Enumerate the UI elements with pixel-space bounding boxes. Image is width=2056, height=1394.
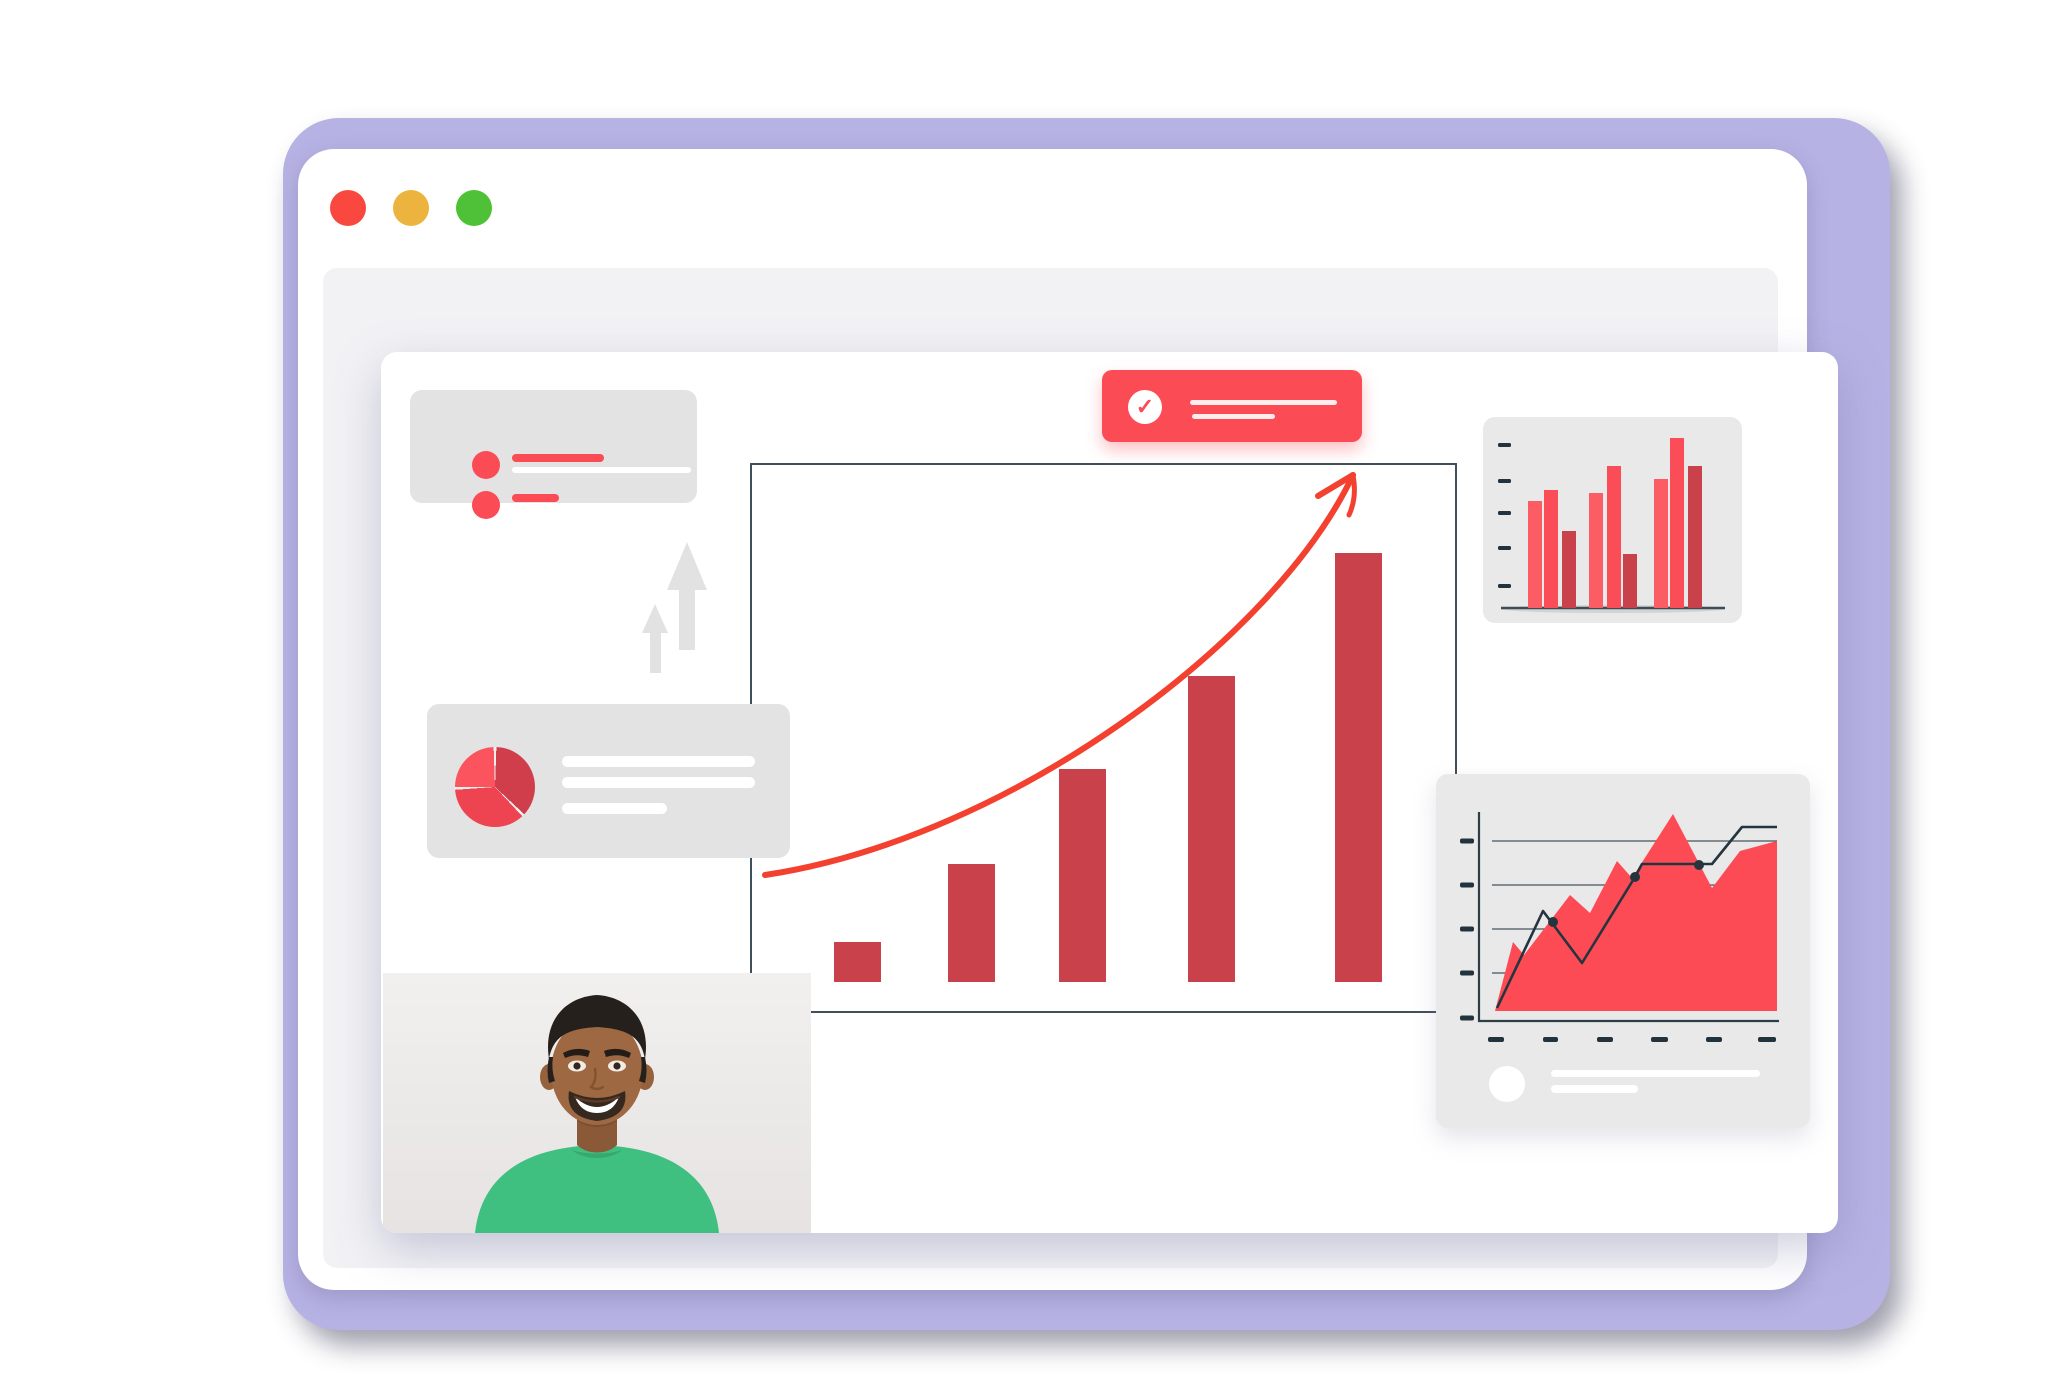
green-shirt <box>475 1145 719 1233</box>
eyebrow-right <box>604 1048 631 1058</box>
shirt-collar <box>571 1149 623 1158</box>
list-line-red <box>512 454 604 462</box>
axis-tick <box>1460 838 1474 844</box>
list-card <box>410 390 697 519</box>
growth-chart-box <box>750 463 1457 1013</box>
area-shape <box>1495 814 1777 1011</box>
grouped-bar <box>1589 493 1603 608</box>
x-label-dash <box>1758 1037 1776 1042</box>
x-label-dash <box>1706 1037 1722 1042</box>
legend-line <box>1551 1070 1760 1077</box>
badge-line <box>1190 400 1337 405</box>
sideburn-left <box>547 1057 555 1083</box>
iris-left <box>573 1062 581 1070</box>
axis-tick <box>1460 882 1474 888</box>
grouped-bar-chart <box>1498 438 1725 613</box>
list-line-white <box>512 467 691 473</box>
list-line-white <box>512 507 691 513</box>
data-point <box>1694 860 1704 870</box>
traffic-light-maximize-button[interactable] <box>456 190 492 226</box>
up-arrow-small-icon <box>642 604 668 673</box>
chart-bar <box>1188 676 1235 982</box>
axis-tick <box>1460 926 1474 932</box>
badge-line <box>1192 414 1275 419</box>
chart-bar <box>1059 769 1106 982</box>
axis-tick <box>1498 546 1511 550</box>
profile-photo <box>383 973 811 1233</box>
grouped-bar <box>1623 554 1637 608</box>
upper-lip <box>573 1095 621 1103</box>
data-point <box>1630 872 1640 882</box>
axis-tick <box>1498 584 1511 588</box>
axis-tick <box>1498 479 1511 483</box>
x-label-dash <box>1651 1037 1668 1042</box>
grouped-bar <box>1607 466 1621 608</box>
bullet-icon <box>472 491 500 519</box>
grouped-bar <box>1654 479 1668 608</box>
traffic-light-close-button[interactable] <box>330 190 366 226</box>
nose <box>589 1067 605 1091</box>
eyebrow-left <box>563 1048 590 1058</box>
chart-bar <box>948 864 995 982</box>
sideburn-right <box>639 1057 647 1083</box>
traffic-light-minimize-button[interactable] <box>393 190 429 226</box>
grouped-bar <box>1670 438 1684 608</box>
grouped-bar <box>1688 466 1702 608</box>
legend-avatar-dot <box>1489 1066 1525 1102</box>
pie-line <box>562 803 667 814</box>
axis-tick <box>1460 970 1474 976</box>
axis-tick <box>1498 443 1511 447</box>
smile-teeth <box>575 1097 619 1113</box>
x-label-dash <box>1597 1037 1613 1042</box>
area-chart-card <box>1436 774 1810 1128</box>
chart-bar <box>834 942 881 982</box>
grouped-bar <box>1544 490 1558 608</box>
axis-tick <box>1460 1015 1474 1021</box>
grouped-bar <box>1562 531 1576 608</box>
chart-bar <box>1335 553 1382 982</box>
list-line-red <box>512 494 559 502</box>
bullet-icon <box>472 451 500 479</box>
data-point <box>1548 917 1558 927</box>
mini-bar-chart-card <box>1483 417 1742 623</box>
hair <box>548 995 646 1059</box>
trend-line <box>1495 825 1777 1009</box>
iris-right <box>613 1062 621 1070</box>
pie-line <box>562 756 755 767</box>
pie-card <box>427 704 790 858</box>
legend-line <box>1551 1085 1638 1093</box>
axes <box>1477 812 1779 1023</box>
up-arrow-large-icon <box>667 542 707 650</box>
grouped-bar <box>1528 501 1542 608</box>
pie-line <box>562 777 755 788</box>
check-icon: ✓ <box>1128 390 1162 424</box>
axis-tick <box>1498 511 1511 515</box>
x-label-dash <box>1488 1037 1504 1042</box>
dashboard-card: ✓ <box>381 352 1838 1233</box>
success-badge-button[interactable]: ✓ <box>1102 370 1362 442</box>
person-illustration <box>383 973 811 1233</box>
area-chart <box>1460 812 1779 1042</box>
x-label-dash <box>1543 1037 1558 1042</box>
pie-chart <box>455 747 535 827</box>
